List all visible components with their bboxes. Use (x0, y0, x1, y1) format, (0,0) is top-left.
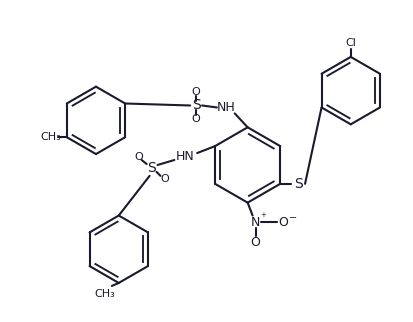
Text: −: − (289, 213, 297, 223)
Text: O: O (251, 236, 261, 249)
Text: S: S (147, 161, 156, 175)
Text: CH₃: CH₃ (40, 132, 61, 142)
Text: O: O (192, 114, 200, 124)
Text: HN: HN (176, 149, 195, 163)
Text: Cl: Cl (345, 38, 356, 48)
Text: CH₃: CH₃ (95, 289, 115, 299)
Text: S: S (294, 177, 302, 191)
Text: O: O (160, 174, 169, 184)
Text: N: N (251, 216, 260, 229)
Text: S: S (192, 99, 200, 112)
Text: O: O (192, 87, 200, 97)
Text: +: + (261, 212, 266, 217)
Text: O: O (278, 216, 288, 229)
Text: O: O (134, 152, 143, 162)
Text: NH: NH (216, 101, 235, 114)
